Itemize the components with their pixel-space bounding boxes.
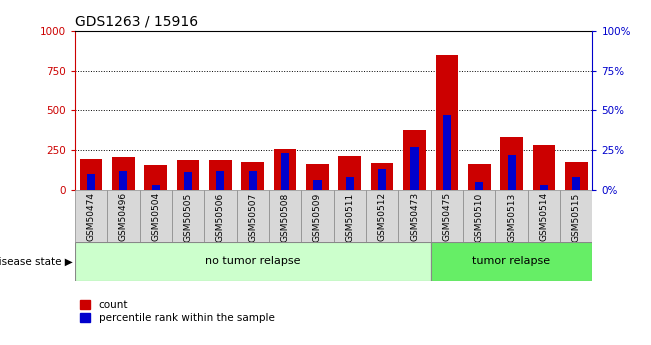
- Bar: [209, 160, 232, 190]
- Text: disease state ▶: disease state ▶: [0, 256, 74, 266]
- Bar: [152, 185, 159, 190]
- Bar: [403, 130, 426, 190]
- Bar: [346, 177, 354, 190]
- Text: GSM50514: GSM50514: [540, 193, 548, 242]
- Bar: [177, 160, 199, 190]
- Text: GSM50473: GSM50473: [410, 193, 419, 242]
- Text: GSM50508: GSM50508: [281, 193, 290, 242]
- Bar: [443, 115, 451, 190]
- Bar: [75, 190, 107, 242]
- Bar: [204, 190, 236, 242]
- Bar: [371, 163, 393, 190]
- Bar: [236, 190, 269, 242]
- Text: GSM50506: GSM50506: [216, 193, 225, 242]
- Bar: [249, 171, 256, 190]
- Bar: [411, 147, 419, 190]
- Bar: [79, 159, 102, 190]
- Bar: [475, 182, 483, 190]
- Bar: [540, 185, 548, 190]
- Bar: [468, 164, 490, 190]
- Bar: [242, 162, 264, 190]
- Text: GSM50475: GSM50475: [442, 193, 451, 242]
- Bar: [119, 171, 128, 190]
- Bar: [269, 190, 301, 242]
- Text: GSM50496: GSM50496: [119, 193, 128, 242]
- Text: GSM50509: GSM50509: [313, 193, 322, 242]
- Bar: [184, 172, 192, 190]
- Text: GSM50510: GSM50510: [475, 193, 484, 242]
- Bar: [378, 169, 386, 190]
- Bar: [533, 145, 555, 190]
- Bar: [572, 177, 580, 190]
- Text: tumor relapse: tumor relapse: [473, 256, 551, 266]
- Bar: [87, 174, 95, 190]
- Text: GSM50513: GSM50513: [507, 193, 516, 242]
- Text: GSM50504: GSM50504: [151, 193, 160, 242]
- Text: no tumor relapse: no tumor relapse: [205, 256, 301, 266]
- Text: GSM50505: GSM50505: [184, 193, 193, 242]
- Bar: [508, 155, 516, 190]
- Bar: [112, 157, 135, 190]
- Bar: [398, 190, 431, 242]
- Bar: [172, 190, 204, 242]
- Text: GSM50511: GSM50511: [345, 193, 354, 242]
- Bar: [528, 190, 560, 242]
- Bar: [463, 190, 495, 242]
- Bar: [145, 165, 167, 190]
- Bar: [565, 162, 588, 190]
- Bar: [431, 241, 592, 281]
- Bar: [301, 190, 333, 242]
- Bar: [436, 55, 458, 190]
- Bar: [366, 190, 398, 242]
- Bar: [495, 190, 528, 242]
- Bar: [313, 180, 322, 190]
- Bar: [216, 171, 225, 190]
- Bar: [560, 190, 592, 242]
- Bar: [75, 241, 431, 281]
- Bar: [107, 190, 139, 242]
- Bar: [500, 137, 523, 190]
- Bar: [274, 149, 296, 190]
- Bar: [281, 153, 289, 190]
- Text: GSM50474: GSM50474: [87, 193, 96, 242]
- Bar: [431, 190, 463, 242]
- Text: GSM50507: GSM50507: [248, 193, 257, 242]
- Text: GSM50512: GSM50512: [378, 193, 387, 242]
- Text: GSM50515: GSM50515: [572, 193, 581, 242]
- Bar: [139, 190, 172, 242]
- Text: GDS1263 / 15916: GDS1263 / 15916: [75, 14, 198, 29]
- Legend: count, percentile rank within the sample: count, percentile rank within the sample: [80, 300, 275, 323]
- Bar: [333, 190, 366, 242]
- Bar: [339, 156, 361, 190]
- Bar: [306, 164, 329, 190]
